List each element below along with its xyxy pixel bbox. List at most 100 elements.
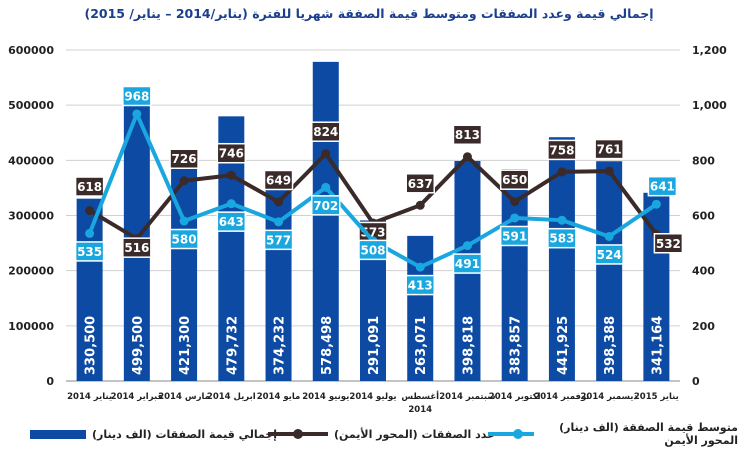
x-axis-category-label: أغسطس xyxy=(401,390,439,402)
data-label-box xyxy=(216,142,247,164)
line-point xyxy=(179,216,189,226)
line-point xyxy=(651,199,661,209)
chart-title: إجمالي قيمة وعدد الصفقات ومتوسط قيمة الص… xyxy=(84,6,654,21)
line-point xyxy=(510,197,520,207)
line-point xyxy=(179,176,189,186)
bar-value-label: 421,300 xyxy=(178,316,193,375)
data-label-box xyxy=(122,85,152,107)
bar-value-label: 499,500 xyxy=(131,316,146,375)
data-label-box xyxy=(74,176,105,197)
right-axis-tick-label: 1,000 xyxy=(692,99,727,112)
bar-value-label: 479,732 xyxy=(225,316,240,375)
line-value-label: 702 xyxy=(313,199,338,213)
bar xyxy=(171,148,198,381)
right-axis-tick-label: 400 xyxy=(692,265,715,278)
line-point xyxy=(226,170,236,180)
x-axis-category-label: 2014 يونيو xyxy=(302,392,349,402)
line-value-label: 524 xyxy=(597,248,622,262)
line-point xyxy=(604,231,614,241)
x-axis-category-label: 2014 يوليو xyxy=(349,392,396,402)
line-value-label: 649 xyxy=(266,173,291,187)
data-label-box xyxy=(405,274,435,296)
data-label-box xyxy=(499,169,530,190)
data-label-box xyxy=(594,138,624,160)
left-axis-tick-label: 500000 xyxy=(8,99,54,112)
line-value-label: 516 xyxy=(124,241,149,255)
bar-value-label: 374,232 xyxy=(273,316,288,375)
legend-item-average-value: متوسط قيمة الصفقة (الف دينار) المحور الأ… xyxy=(488,421,738,447)
line-value-label: 591 xyxy=(502,229,527,243)
bar xyxy=(265,174,292,381)
right-axis-tick-label: 600 xyxy=(692,210,715,223)
x-axis-category-label: 2014 مايو xyxy=(257,392,301,402)
bar-value-label: 263,071 xyxy=(414,316,429,375)
left-axis-tick-label: 400000 xyxy=(8,154,54,167)
line-value-label: 761 xyxy=(597,143,622,157)
line-value-label: 532 xyxy=(656,237,681,251)
line-point xyxy=(510,213,520,223)
data-label-box xyxy=(169,228,199,250)
data-label-box xyxy=(216,211,247,232)
line-point xyxy=(321,182,331,192)
line-point xyxy=(274,197,284,207)
bar xyxy=(596,161,623,381)
left-axis-tick-label: 100000 xyxy=(8,320,54,333)
data-label-box xyxy=(263,169,294,191)
data-label-box xyxy=(74,241,105,262)
data-label-box xyxy=(263,229,294,251)
line-value-label: 413 xyxy=(408,279,433,293)
line-value-label: 824 xyxy=(313,125,338,139)
data-label-box xyxy=(547,227,577,249)
line-value-label: 726 xyxy=(172,152,197,166)
line-value-label: 746 xyxy=(219,147,244,161)
legend-item-total-value: إجمالي قيمة الصفقات (الف دينار) xyxy=(30,424,277,444)
line-value-label: 637 xyxy=(408,177,433,191)
line-value-label: 968 xyxy=(124,89,149,103)
data-label-box xyxy=(452,124,483,145)
bar-value-label: 441,925 xyxy=(556,316,571,375)
line-value-label: 641 xyxy=(650,180,675,194)
right-axis-tick-label: 200 xyxy=(692,320,715,333)
bar-value-label: 291,091 xyxy=(367,316,382,375)
legend-label-deal-count: عدد الصفقات (المحور الأيمن) xyxy=(334,427,495,441)
x-axis-category-label: 2014 ابريل xyxy=(207,392,256,402)
line-point xyxy=(226,199,236,209)
line-point xyxy=(557,215,567,225)
x-axis-category-label: 2014 نوفمبر xyxy=(534,392,589,402)
line-value-label: 535 xyxy=(77,245,102,259)
data-label-box xyxy=(594,244,624,265)
line-point xyxy=(321,149,331,159)
right-axis-tick-label: 800 xyxy=(692,154,715,167)
chart-legend: إجمالي قيمة الصفقات (الف دينار) عدد الصف… xyxy=(0,421,738,447)
x-axis-category-label: 2015 يناير xyxy=(634,392,679,402)
combo-chart: 600000 500000 400000 300000 200000 100000 0 1,2… xyxy=(8,44,727,415)
data-label-box xyxy=(547,139,577,161)
line-value-label: 643 xyxy=(219,215,244,229)
data-label-box xyxy=(311,121,341,142)
bar-value-label: 330,500 xyxy=(84,316,99,375)
left-axis-tick-label: 200000 xyxy=(8,265,54,278)
legend-swatch-bar xyxy=(30,429,86,439)
line-point xyxy=(462,152,472,162)
line-point xyxy=(604,166,614,176)
line-point xyxy=(415,200,425,210)
line-value-label: 813 xyxy=(455,128,480,142)
data-label-box xyxy=(311,195,341,216)
bar-value-label: 398,388 xyxy=(603,316,618,375)
x-axis-category-label: 2014 يناير xyxy=(67,392,112,402)
legend-item-deal-count: عدد الصفقات (المحور الأيمن) xyxy=(268,424,495,444)
line-value-label: 583 xyxy=(549,232,574,246)
x-axis-category-label: 2014 اكتوبر xyxy=(489,392,541,402)
bar-value-label: 578,498 xyxy=(320,316,335,375)
line-point xyxy=(132,109,142,119)
bar-value-label: 383,857 xyxy=(509,316,524,375)
data-label-box xyxy=(499,225,530,247)
bar xyxy=(312,61,339,381)
x-axis-category-label: 2014 xyxy=(408,405,432,415)
right-axis-tick-label: 0 xyxy=(692,375,700,388)
line-value-label: 580 xyxy=(172,233,197,247)
bar-value-label: 341,164 xyxy=(650,316,665,375)
legend-swatch-dark-line xyxy=(268,428,328,440)
line-point xyxy=(85,228,95,238)
line-value-label: 758 xyxy=(549,143,574,157)
